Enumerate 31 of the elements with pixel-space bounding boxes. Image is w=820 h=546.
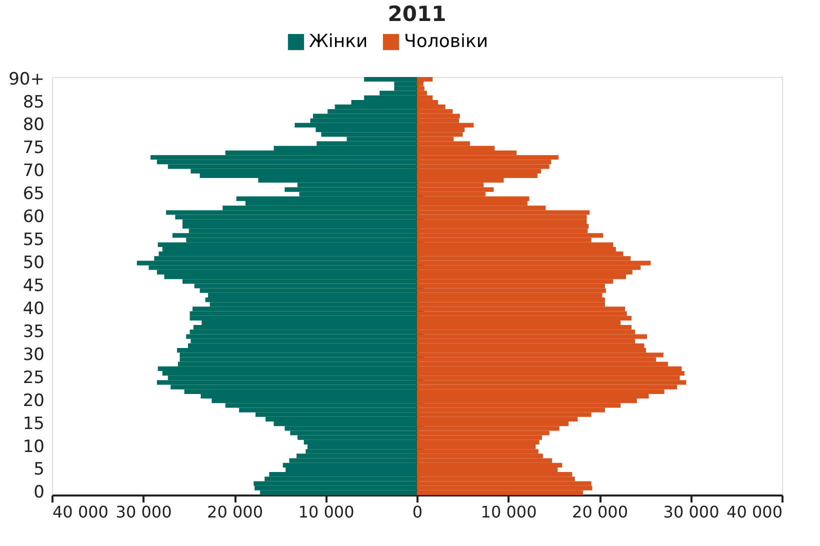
x-tick-label: 10 000: [480, 502, 537, 522]
y-tick-label: 10: [22, 436, 44, 457]
legend-label: Жінки: [309, 31, 368, 52]
y-tick-label: 5: [34, 460, 44, 480]
y-tick-label: 45: [22, 276, 44, 296]
chart-title: 2011: [388, 2, 446, 26]
legend-label: Чоловіки: [404, 31, 488, 52]
y-tick-label: 40: [22, 298, 44, 319]
y-tick-label: 70: [22, 161, 44, 182]
y-tick-label: 25: [22, 368, 44, 388]
y-tick-label: 15: [22, 414, 44, 434]
x-tick-label: 30 000: [663, 502, 720, 522]
y-tick-label: 60: [22, 207, 44, 228]
y-tick-label: 35: [22, 322, 44, 342]
y-tick-label: 85: [22, 92, 44, 112]
y-tick-label: 90+: [8, 69, 44, 90]
x-tick-label: 0: [412, 502, 423, 522]
y-tick-label: 80: [22, 115, 44, 136]
x-tick-label: 10 000: [298, 502, 354, 522]
y-tick-label: 20: [22, 390, 44, 411]
y-tick-label: 75: [22, 138, 44, 158]
y-tick-label: 50: [22, 253, 44, 274]
x-tick-label: 40 000: [726, 502, 782, 522]
x-tick-label: 20 000: [572, 502, 628, 522]
y-tick-label: 65: [22, 184, 44, 204]
x-tick-label: 30 000: [116, 502, 172, 522]
x-tick-label: 40 000: [52, 502, 108, 522]
y-tick-label: 55: [22, 230, 44, 250]
y-tick-label: 0: [34, 482, 44, 503]
x-tick-label: 20 000: [207, 502, 263, 522]
y-tick-label: 30: [22, 344, 44, 365]
